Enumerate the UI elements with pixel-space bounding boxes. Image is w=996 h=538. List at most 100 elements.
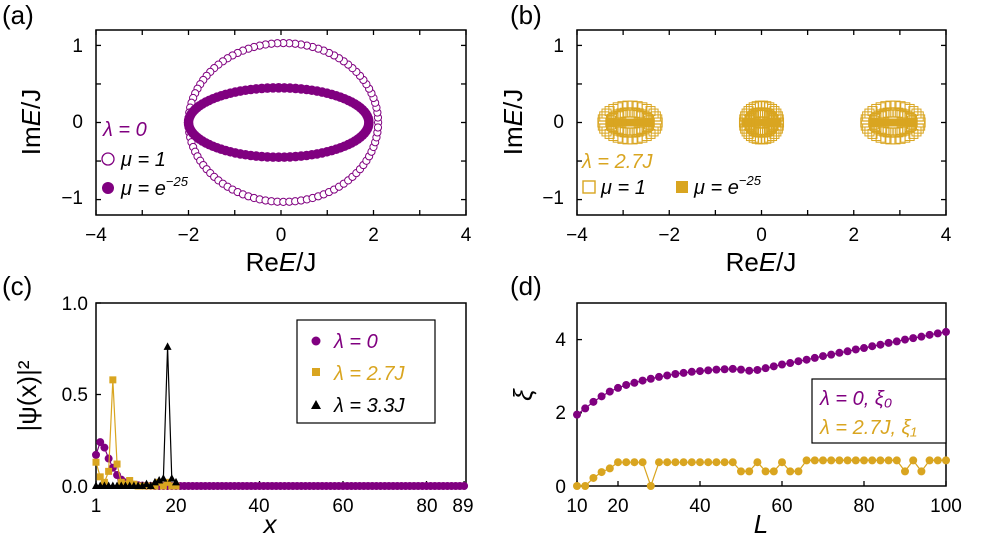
c-point-square — [92, 458, 100, 466]
d-point — [909, 456, 918, 465]
d-point — [581, 482, 590, 490]
b-point-filled — [868, 118, 877, 127]
a-xtick-label: −2 — [178, 225, 200, 246]
d-point — [655, 458, 663, 467]
c-point-triangle — [163, 342, 172, 350]
d-point — [573, 482, 581, 490]
d-point — [892, 337, 901, 346]
a-xtick-label: 2 — [368, 225, 379, 246]
d-point — [819, 352, 827, 361]
b-point-open — [890, 134, 901, 145]
d-point — [712, 458, 721, 467]
c-point-square — [113, 460, 121, 468]
a-legend-mu2: μ = e−25 — [120, 174, 189, 200]
d-point — [638, 376, 647, 385]
d-ytick-label: 4 — [555, 330, 566, 351]
d-point — [638, 458, 647, 467]
a-ytick-label: 1 — [72, 36, 83, 57]
d-point — [745, 366, 754, 375]
b-xlabel: ReE/J — [726, 247, 797, 277]
b-point-filled — [884, 118, 893, 127]
a-ytick-label: 0 — [72, 112, 83, 133]
a-legend-open-marker — [101, 152, 115, 166]
d-point — [917, 332, 926, 341]
d-point — [761, 467, 770, 476]
c-point-square — [168, 482, 176, 490]
d-point — [720, 458, 729, 467]
d-point — [925, 330, 934, 339]
panel-b-xtick-labels: −4 −2 0 2 4 — [566, 225, 952, 246]
d-legend-box — [811, 378, 947, 444]
panel-a-data — [183, 39, 383, 206]
b-legend-mu2: μ = e−25 — [693, 173, 762, 199]
c-legend-entry-2: λ = 3.3J — [333, 395, 405, 417]
a-legend-filled-marker — [102, 182, 114, 194]
panel-b: (b) −4 −2 0 2 4 1 0 −1 ReE/J ImE/J λ = 2… — [498, 0, 952, 277]
panel-c-data — [92, 342, 469, 490]
d-series-line — [577, 459, 946, 488]
b-point-open — [896, 108, 907, 119]
b-point-filled — [872, 118, 881, 127]
d-point — [614, 458, 622, 467]
d-xtick-label: 10 — [566, 496, 587, 517]
panel-a-ytick-labels: 1 0 −1 — [61, 36, 83, 209]
d-xlabel: L — [754, 509, 768, 538]
panel-a-label: (a) — [2, 0, 34, 30]
panel-d-ytick-labels: 4 2 0 — [555, 330, 566, 498]
d-point — [687, 458, 696, 467]
d-point — [851, 456, 860, 465]
panel-a-ticks — [95, 30, 467, 215]
c-series-line — [95, 440, 465, 487]
b-point-filled — [893, 118, 902, 127]
b-point-filled — [621, 118, 630, 127]
d-point — [679, 368, 688, 377]
b-legend-open-marker — [582, 180, 596, 194]
d-point — [696, 458, 704, 467]
d-point — [687, 367, 696, 376]
d-point — [843, 347, 852, 356]
c-xtick-label: 60 — [332, 496, 353, 517]
c-point-triangle — [167, 474, 176, 482]
b-ytick-label: 1 — [553, 36, 564, 57]
panel-b-ticks — [576, 30, 947, 215]
panel-d-xtick-labels: 10 20 40 60 80 100 — [566, 496, 961, 517]
d-point — [802, 456, 811, 465]
d-point — [794, 467, 803, 476]
d-point — [581, 404, 590, 413]
c-point-triangle — [142, 479, 151, 488]
b-point-filled — [876, 118, 885, 127]
d-point — [630, 458, 639, 467]
b-point-filled — [897, 118, 906, 127]
b-point-filled — [773, 118, 782, 127]
d-ytick-label: 2 — [555, 403, 566, 424]
d-point — [663, 458, 672, 467]
b-legend-filled-marker — [676, 181, 688, 193]
d-xtick-label: 40 — [689, 496, 710, 517]
panel-b-data — [597, 100, 926, 145]
d-point — [835, 348, 844, 357]
panel-a-xtick-labels: −4 −2 0 2 4 — [85, 225, 472, 246]
c-ytick-label: 0.5 — [62, 385, 88, 406]
d-point — [614, 383, 622, 392]
d-point — [761, 364, 770, 373]
d-point — [810, 353, 819, 362]
d-point — [909, 334, 918, 343]
b-legend-mu1: μ = 1 — [600, 177, 646, 199]
b-point-filled — [905, 118, 914, 127]
d-ytick-label: 0 — [555, 477, 566, 498]
b-point-open — [761, 101, 772, 112]
d-point — [901, 467, 909, 476]
b-point-open — [633, 108, 644, 119]
c-point-square — [96, 473, 104, 481]
d-point — [843, 456, 852, 465]
a-xlabel: ReE/J — [246, 247, 317, 277]
d-point — [589, 473, 598, 482]
d-point — [884, 456, 893, 465]
panel-c-ytick-labels: 1.0 0.5 0.0 — [62, 294, 88, 498]
c-point-square — [109, 376, 117, 384]
d-xtick-label: 100 — [930, 496, 962, 517]
panel-a-legend: λ = 0 μ = 1 μ = e−25 — [101, 119, 189, 200]
b-point-open — [627, 134, 638, 145]
b-point-open — [880, 133, 891, 144]
c-legend-marker-2 — [311, 400, 321, 409]
